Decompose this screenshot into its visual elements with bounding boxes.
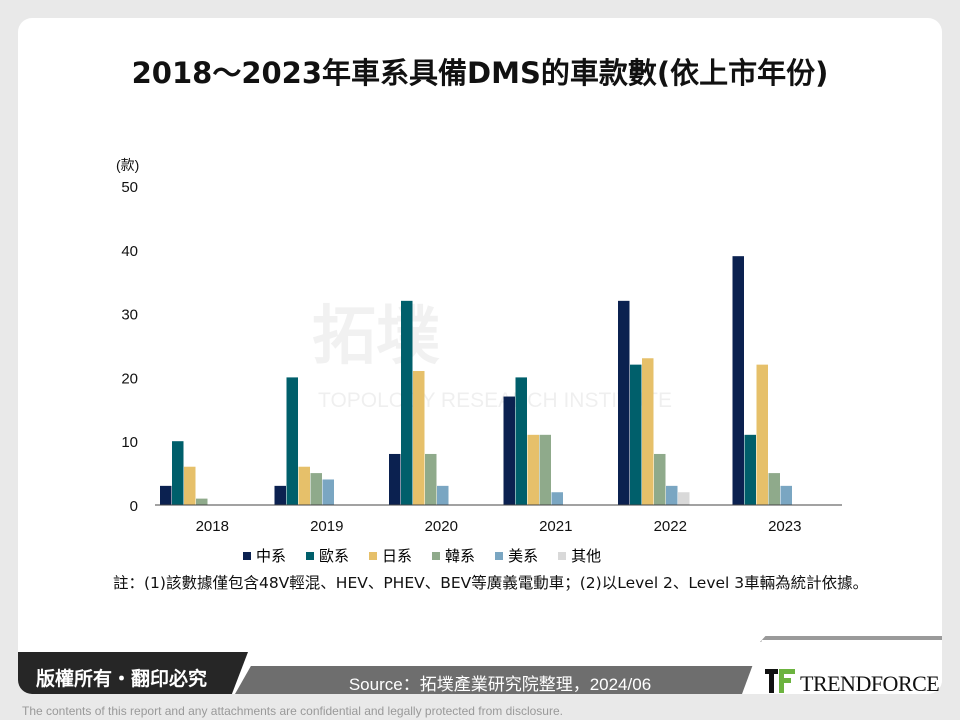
bar-2023-0 xyxy=(732,256,744,505)
bar-2018-0 xyxy=(160,485,172,505)
bar-2022-2 xyxy=(642,358,654,505)
legend-label: 歐系 xyxy=(319,547,350,565)
bar-2021-1 xyxy=(515,377,527,505)
bar-2021-4 xyxy=(551,492,563,505)
x-tick-label: 2020 xyxy=(425,518,458,535)
bar-2020-1 xyxy=(401,300,413,505)
legend-swatch xyxy=(369,551,378,560)
x-tick-label: 2023 xyxy=(768,518,801,535)
legend-swatch xyxy=(243,551,251,560)
bar-2022-4 xyxy=(666,485,678,505)
bar-2022-5 xyxy=(678,492,690,505)
logo-area xyxy=(742,640,942,694)
bar-2020-4 xyxy=(437,485,449,505)
legend-item: 美系 xyxy=(495,545,538,566)
legend-swatch xyxy=(306,551,315,560)
bar-2019-1 xyxy=(286,377,298,505)
y-tick-label: 50 xyxy=(121,179,138,196)
trendforce-logo-text: TRENDFORCE xyxy=(800,671,940,696)
legend-item: 其他 xyxy=(558,545,601,566)
bar-2023-4 xyxy=(780,485,792,505)
y-tick-label: 20 xyxy=(121,370,138,387)
legend-swatch xyxy=(558,551,567,560)
bar-2019-3 xyxy=(310,473,322,505)
y-tick-label: 10 xyxy=(121,434,138,451)
legend-label: 美系 xyxy=(508,547,539,565)
legend-item: 歐系 xyxy=(306,545,349,566)
y-tick-label: 0 xyxy=(130,498,138,515)
bar-2018-1 xyxy=(172,441,184,505)
x-tick-label: 2022 xyxy=(654,518,687,535)
bar-2021-3 xyxy=(539,434,551,505)
disclaimer: The contents of this report and any atta… xyxy=(22,704,563,718)
y-tick-label: 40 xyxy=(121,243,138,260)
legend-swatch xyxy=(495,551,504,560)
bar-2021-0 xyxy=(503,396,515,505)
y-axis-label: (款) xyxy=(116,157,139,173)
bar-2018-3 xyxy=(196,498,208,505)
bar-2023-1 xyxy=(744,434,756,505)
legend-label: 韓系 xyxy=(445,547,476,565)
bar-2022-0 xyxy=(618,300,630,505)
y-tick-label: 30 xyxy=(121,307,138,324)
bar-2019-2 xyxy=(298,466,310,505)
footnote: 註：(1)該數據僅包含48V輕混、HEV、PHEV、BEV等廣義電動車；(2)以… xyxy=(113,574,869,592)
legend-label: 中系 xyxy=(256,547,287,565)
source-text: Source：拓墣產業研究院整理，2024/06 xyxy=(235,666,765,694)
bar-2020-3 xyxy=(425,453,437,505)
slide-card xyxy=(18,18,942,694)
legend-item: 日系 xyxy=(369,545,412,566)
bar-2022-1 xyxy=(630,364,642,505)
bar-2022-3 xyxy=(654,453,666,505)
bar-2021-2 xyxy=(527,434,539,505)
bar-2020-2 xyxy=(413,371,425,505)
legend-label: 日系 xyxy=(382,547,413,565)
x-tick-label: 2018 xyxy=(196,518,229,535)
legend-swatch xyxy=(432,551,441,560)
legend-item: 中系 xyxy=(243,545,286,566)
bar-2019-4 xyxy=(322,479,334,505)
bar-2020-0 xyxy=(389,453,401,505)
trendforce-logo-icon xyxy=(765,669,795,693)
copyright-banner: 版權所有・翻印必究 xyxy=(18,652,248,694)
chart-legend: 中系 歐系 日系 韓系 美系 其他 xyxy=(243,545,601,566)
bar-2018-2 xyxy=(184,466,196,505)
legend-label: 其他 xyxy=(571,547,602,565)
watermark-cn: 拓墣 xyxy=(312,300,440,372)
x-tick-label: 2019 xyxy=(310,518,343,535)
legend-item: 韓系 xyxy=(432,545,475,566)
bar-2019-0 xyxy=(274,485,286,505)
bar-2023-3 xyxy=(768,473,780,505)
bar-2023-2 xyxy=(756,364,768,505)
decor-stripe xyxy=(760,636,942,642)
x-tick-label: 2021 xyxy=(539,518,572,535)
chart-title: 2018～2023年車系具備DMS的車款數(依上市年份) xyxy=(131,56,829,90)
